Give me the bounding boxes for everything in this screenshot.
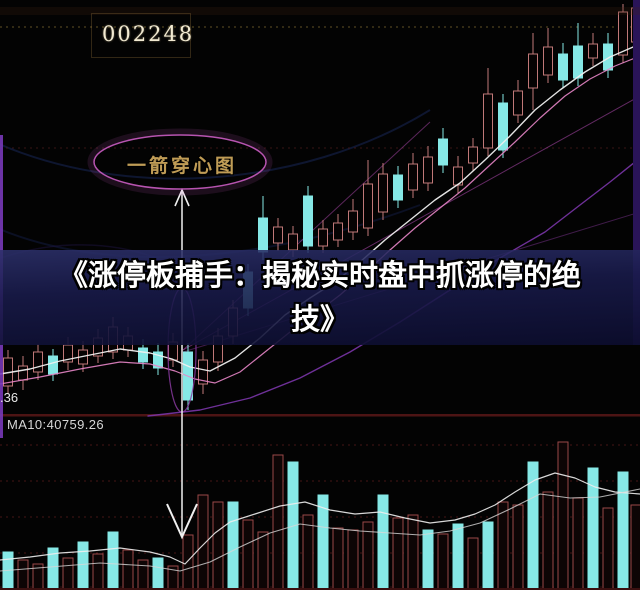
- annotation-ellipse-label: 一箭穿心图: [126, 156, 237, 177]
- overlay-title: 《涨停板捕手：揭秘实时盘中抓涨停的绝 技》: [0, 254, 640, 342]
- price-axis-label: .36: [0, 390, 19, 405]
- stock-code-box: [91, 13, 191, 58]
- title-overlay-band: [0, 250, 640, 345]
- top-texture-strip: [0, 7, 640, 15]
- overlay-title-line1: 《涨停板捕手：揭秘实时盘中抓涨停的绝: [58, 260, 581, 292]
- overlay-title-line2: 技》: [290, 304, 349, 336]
- stock-code: 002248: [102, 22, 195, 46]
- volume-ma-label: MA10:40759.26: [7, 417, 104, 432]
